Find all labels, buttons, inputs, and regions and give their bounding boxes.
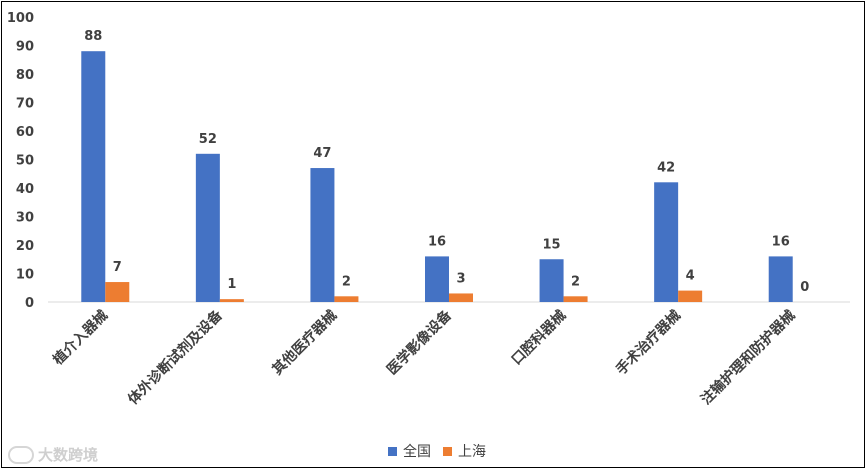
bar-0-4 — [539, 259, 564, 302]
data-label: 1 — [227, 277, 236, 292]
legend-label-1: 上海 — [458, 444, 486, 460]
logo-icon — [8, 445, 34, 464]
y-tick-label: 50 — [16, 154, 34, 169]
category-label: 注输护理和防护器械 — [697, 307, 798, 408]
category-label: 手术治疗器械 — [613, 307, 684, 378]
category-label: 口腔科器械 — [508, 307, 570, 369]
data-label: 16 — [772, 234, 790, 249]
data-label: 88 — [84, 29, 102, 44]
bar-1-3 — [449, 293, 473, 302]
category-label: 植介入器械 — [49, 307, 111, 369]
bar-0-3 — [425, 256, 449, 302]
bar-1-5 — [678, 290, 703, 302]
bar-0-0 — [81, 51, 106, 303]
data-label: 47 — [313, 146, 331, 161]
y-tick-label: 90 — [16, 40, 34, 55]
legend-swatch-1 — [443, 446, 452, 456]
y-tick-label: 80 — [16, 68, 34, 83]
data-label: 52 — [199, 132, 217, 147]
watermark-text: 大数跨境 — [38, 446, 99, 464]
bar-1-1 — [219, 299, 244, 302]
legend: 全国 上海 — [388, 441, 486, 461]
y-tick-label: 20 — [16, 239, 34, 254]
bar-1-4 — [563, 296, 588, 302]
data-label: 15 — [543, 237, 561, 252]
legend-label-0: 全国 — [403, 444, 431, 460]
data-label: 42 — [657, 160, 675, 175]
bar-0-2 — [310, 168, 335, 302]
y-tick-label: 60 — [16, 125, 34, 140]
y-tick-label: 70 — [16, 97, 34, 112]
data-label: 2 — [342, 274, 351, 289]
y-tick-label: 10 — [16, 268, 34, 283]
category-label: 医学影像设备 — [383, 306, 455, 378]
bar-0-1 — [195, 153, 220, 302]
data-label: 0 — [800, 280, 809, 295]
bar-1-0 — [105, 282, 130, 302]
watermark: 大数跨境 — [8, 444, 98, 465]
y-tick-label: 0 — [25, 296, 34, 311]
bar-0-6 — [768, 256, 793, 302]
data-label: 7 — [113, 260, 122, 275]
y-tick-label: 100 — [7, 11, 34, 26]
category-label: 其他医疗器械 — [269, 307, 340, 378]
bar-0-5 — [654, 182, 679, 302]
bar-1-2 — [334, 296, 359, 302]
category-label: 体外诊断试剂及设备 — [125, 306, 227, 408]
data-label: 4 — [686, 269, 695, 284]
data-label: 16 — [428, 234, 446, 249]
data-label: 3 — [456, 271, 465, 286]
y-tick-label: 30 — [16, 211, 34, 226]
legend-swatch-0 — [388, 446, 397, 456]
data-label: 2 — [571, 274, 580, 289]
y-tick-label: 40 — [16, 182, 34, 197]
